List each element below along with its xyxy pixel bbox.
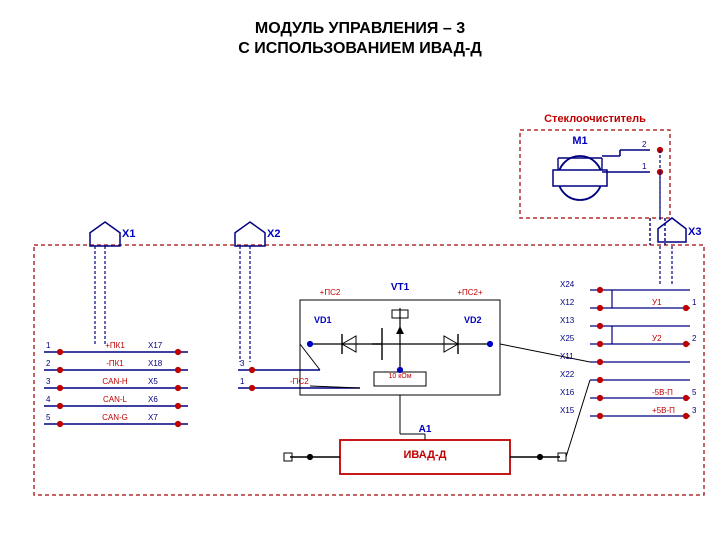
x2-row-3: 3 bbox=[240, 359, 244, 368]
motor-label: M1 bbox=[572, 135, 587, 147]
vd1-label: VD1 bbox=[314, 315, 332, 325]
resistor-label: 10 кОм bbox=[388, 373, 411, 380]
right-pin-4: X11 bbox=[560, 352, 574, 361]
minus-pc2-label: -ПС2 bbox=[290, 377, 309, 386]
title-line-2: С ИСПОЛЬЗОВАНИЕМ ИВАД-Д bbox=[238, 40, 482, 58]
right-pin-5: X22 bbox=[560, 370, 574, 379]
connector-x1: X1 bbox=[122, 228, 135, 240]
right-num-6: 5 bbox=[692, 388, 696, 397]
x1-row-pin-0: X17 bbox=[148, 341, 162, 350]
right-pin-2: X13 bbox=[560, 316, 574, 325]
x1-row-num-4: 5 bbox=[46, 413, 50, 422]
x1-row-num-0: 1 bbox=[46, 341, 50, 350]
right-pin-6: X16 bbox=[560, 388, 574, 397]
connector-x3: X3 bbox=[688, 226, 701, 238]
motor-pin-1: 1 bbox=[642, 162, 646, 171]
right-pin-1: X12 bbox=[560, 298, 574, 307]
x1-row-num-1: 2 bbox=[46, 359, 50, 368]
right-out-7: +5В-П bbox=[652, 406, 675, 415]
x1-row-num-2: 3 bbox=[46, 377, 50, 386]
right-num-1: 1 bbox=[692, 298, 696, 307]
x1-row-sig-3: CAN-L bbox=[103, 395, 127, 404]
ivad-label: ИВАД-Д bbox=[404, 449, 447, 461]
plus-pc2-left: +ПС2 bbox=[320, 288, 341, 297]
x1-row-pin-1: X18 bbox=[148, 359, 162, 368]
right-out-1: У1 bbox=[652, 298, 662, 307]
vt1-label: VT1 bbox=[391, 282, 409, 293]
x1-row-sig-1: -ПК1 bbox=[106, 359, 124, 368]
right-out-3: У2 bbox=[652, 334, 662, 343]
x1-row-num-3: 4 bbox=[46, 395, 50, 404]
x1-row-sig-2: CAN-H bbox=[102, 377, 127, 386]
vd2-label: VD2 bbox=[464, 315, 482, 325]
title-line-1: МОДУЛЬ УПРАВЛЕНИЯ – 3 bbox=[255, 20, 465, 38]
x1-row-sig-0: +ПК1 bbox=[105, 341, 125, 350]
x1-row-sig-4: CAN-G bbox=[102, 413, 128, 422]
x1-row-pin-2: X5 bbox=[148, 377, 158, 386]
x1-row-pin-3: X6 bbox=[148, 395, 158, 404]
x2-row-1: 1 bbox=[240, 377, 244, 386]
right-pin-0: X24 bbox=[560, 280, 574, 289]
right-num-3: 2 bbox=[692, 334, 696, 343]
right-pin-7: X15 bbox=[560, 406, 574, 415]
right-num-7: 3 bbox=[692, 406, 696, 415]
x1-row-pin-4: X7 bbox=[148, 413, 158, 422]
motor-pin-2: 2 bbox=[642, 140, 646, 149]
a1-label: A1 bbox=[419, 424, 432, 435]
connector-x2: X2 bbox=[267, 228, 280, 240]
motor-section-label: Стеклоочиститель bbox=[544, 113, 646, 125]
plus-pc2-right: +ПС2+ bbox=[457, 288, 482, 297]
right-pin-3: X25 bbox=[560, 334, 574, 343]
right-out-6: -5В-П bbox=[652, 388, 673, 397]
